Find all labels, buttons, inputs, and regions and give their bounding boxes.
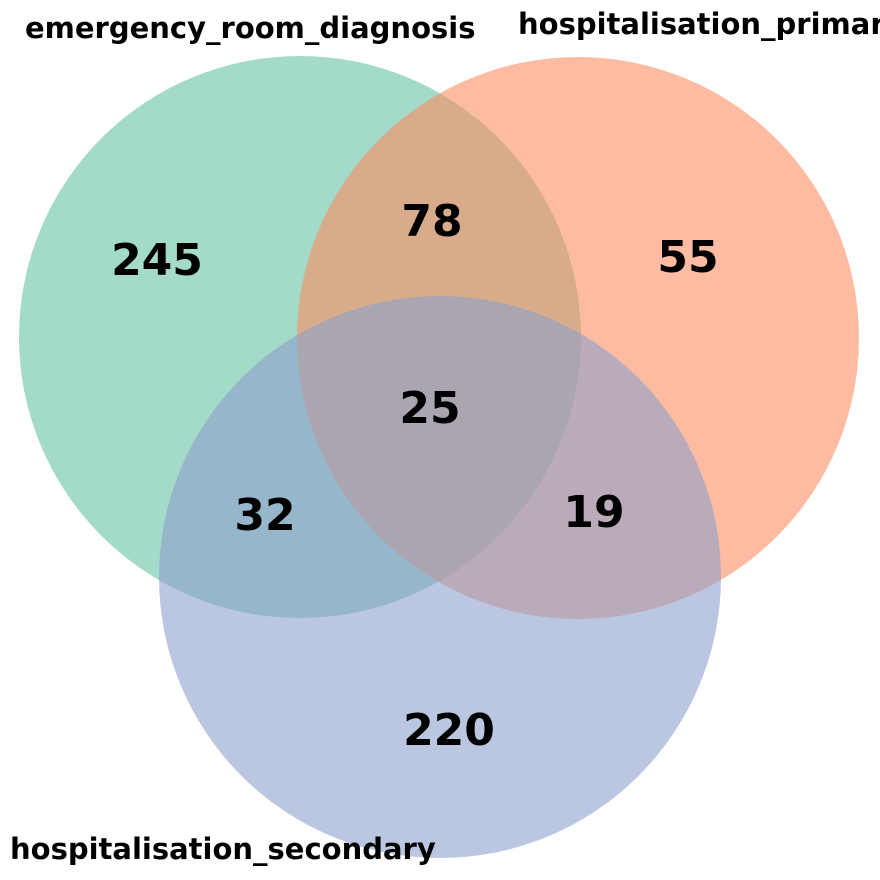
set-label-hospitalisation-primary: hospitalisation_primary	[518, 7, 880, 41]
region-count-a-only: 245	[111, 235, 203, 286]
region-counts: 245 55 220 78 32 19 25	[111, 196, 719, 756]
region-count-abc: 25	[399, 383, 460, 434]
region-count-ac-only: 32	[234, 490, 295, 541]
set-label-hospitalisation-secondary: hospitalisation_secondary	[10, 832, 436, 866]
region-count-c-only: 220	[403, 705, 495, 756]
set-labels: emergency_room_diagnosis hospitalisation…	[10, 7, 880, 866]
region-count-ab-only: 78	[401, 196, 462, 247]
region-count-b-only: 55	[657, 232, 718, 283]
set-circle-hospitalisation-secondary	[159, 296, 721, 858]
venn-circles	[19, 56, 859, 858]
set-label-emergency-room-diagnosis: emergency_room_diagnosis	[25, 11, 475, 45]
region-count-bc-only: 19	[563, 487, 624, 538]
